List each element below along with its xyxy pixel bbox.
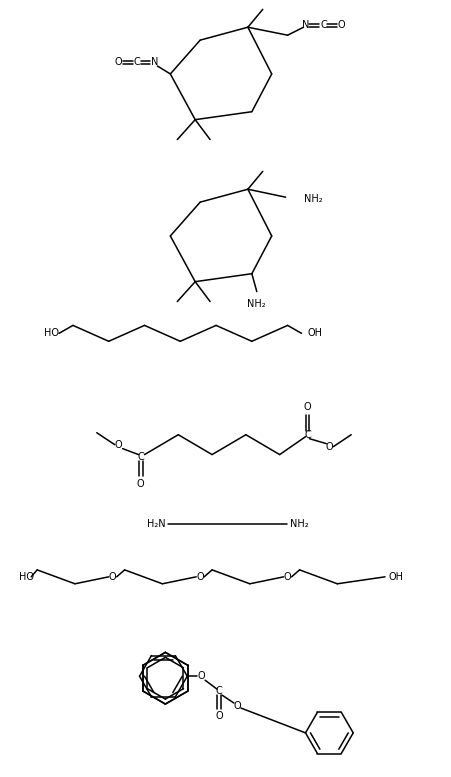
Text: O: O — [115, 440, 122, 450]
Text: O: O — [233, 701, 240, 711]
Text: O: O — [283, 572, 291, 582]
Text: NH₂: NH₂ — [247, 298, 266, 308]
Text: C: C — [319, 20, 326, 30]
Text: OH: OH — [388, 572, 403, 582]
Text: O: O — [215, 711, 222, 721]
Text: H₂N: H₂N — [147, 519, 165, 529]
Text: HO: HO — [44, 329, 59, 338]
Text: O: O — [325, 441, 332, 451]
Text: O: O — [115, 57, 122, 67]
Text: N: N — [301, 20, 308, 30]
Text: O: O — [196, 572, 203, 582]
Text: N: N — [151, 57, 158, 67]
Text: O: O — [303, 402, 311, 412]
Text: C: C — [215, 686, 222, 696]
Text: HO: HO — [19, 572, 34, 582]
Text: O: O — [337, 20, 344, 30]
Text: OH: OH — [307, 329, 322, 338]
Text: O: O — [109, 572, 116, 582]
Text: C: C — [137, 451, 143, 462]
Text: NH₂: NH₂ — [303, 194, 322, 204]
Text: O: O — [197, 671, 204, 681]
Text: NH₂: NH₂ — [289, 519, 308, 529]
Text: C: C — [304, 430, 310, 440]
Text: O: O — [136, 479, 144, 490]
Text: C: C — [133, 57, 140, 67]
